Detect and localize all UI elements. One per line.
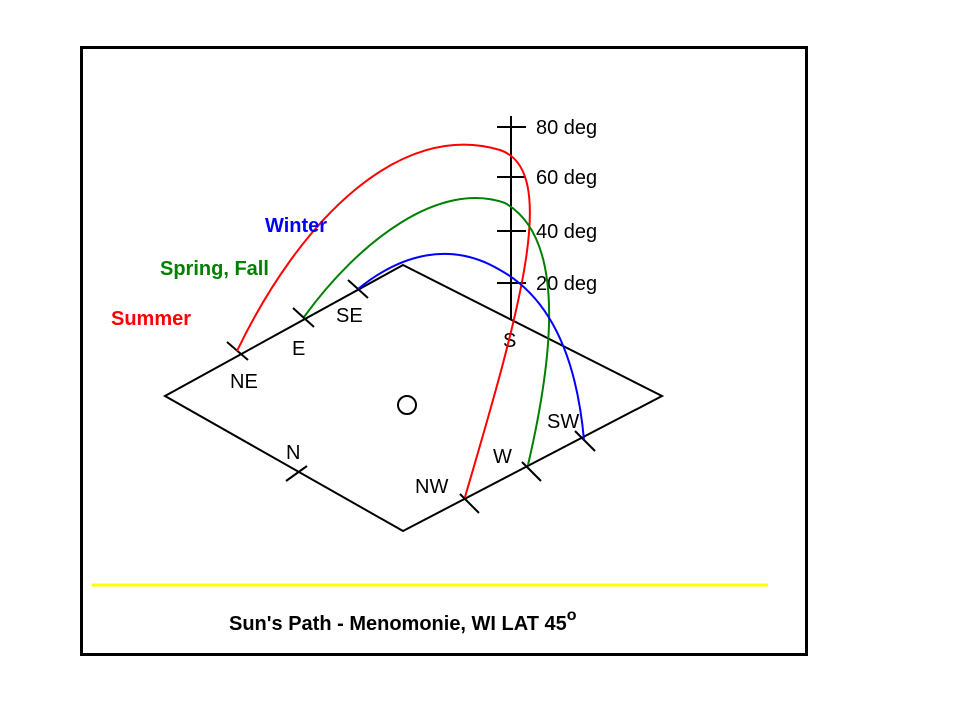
compass-label-ne: NE [230,371,258,393]
diagram-frame [80,46,808,656]
spring-fall-sun-path [303,197,551,466]
altitude-label-60: 60 deg [536,167,597,189]
caption: Sun's Path - Menomonie, WI LAT 45o [229,607,577,635]
tick-nw [459,493,480,514]
winter-sun-path [357,252,585,441]
compass-label-se: SE [336,305,363,327]
ground-plane [162,263,665,533]
compass-label-e: E [292,338,305,360]
altitude-label-40: 40 deg [536,221,597,243]
caption-text: Sun's Path - Menomonie, WI LAT 45 [229,613,567,635]
observer-marker [397,395,417,415]
tick-sw [574,430,596,452]
legend-winter: Winter [265,215,327,237]
compass-label-w: W [493,446,512,468]
tick-w [521,461,542,482]
compass-label-sw: SW [547,411,579,433]
altitude-label-80: 80 deg [536,117,597,139]
altitude-label-20: 20 deg [536,273,597,295]
tick-e [292,307,315,328]
summer-sun-path [236,143,531,498]
compass-label-nw: NW [415,476,448,498]
tick-n [285,465,308,482]
compass-label-n: N [286,442,300,464]
caption-degree: o [567,607,577,624]
legend-spring-fall: Spring, Fall [160,258,269,280]
legend-summer: Summer [111,308,191,330]
